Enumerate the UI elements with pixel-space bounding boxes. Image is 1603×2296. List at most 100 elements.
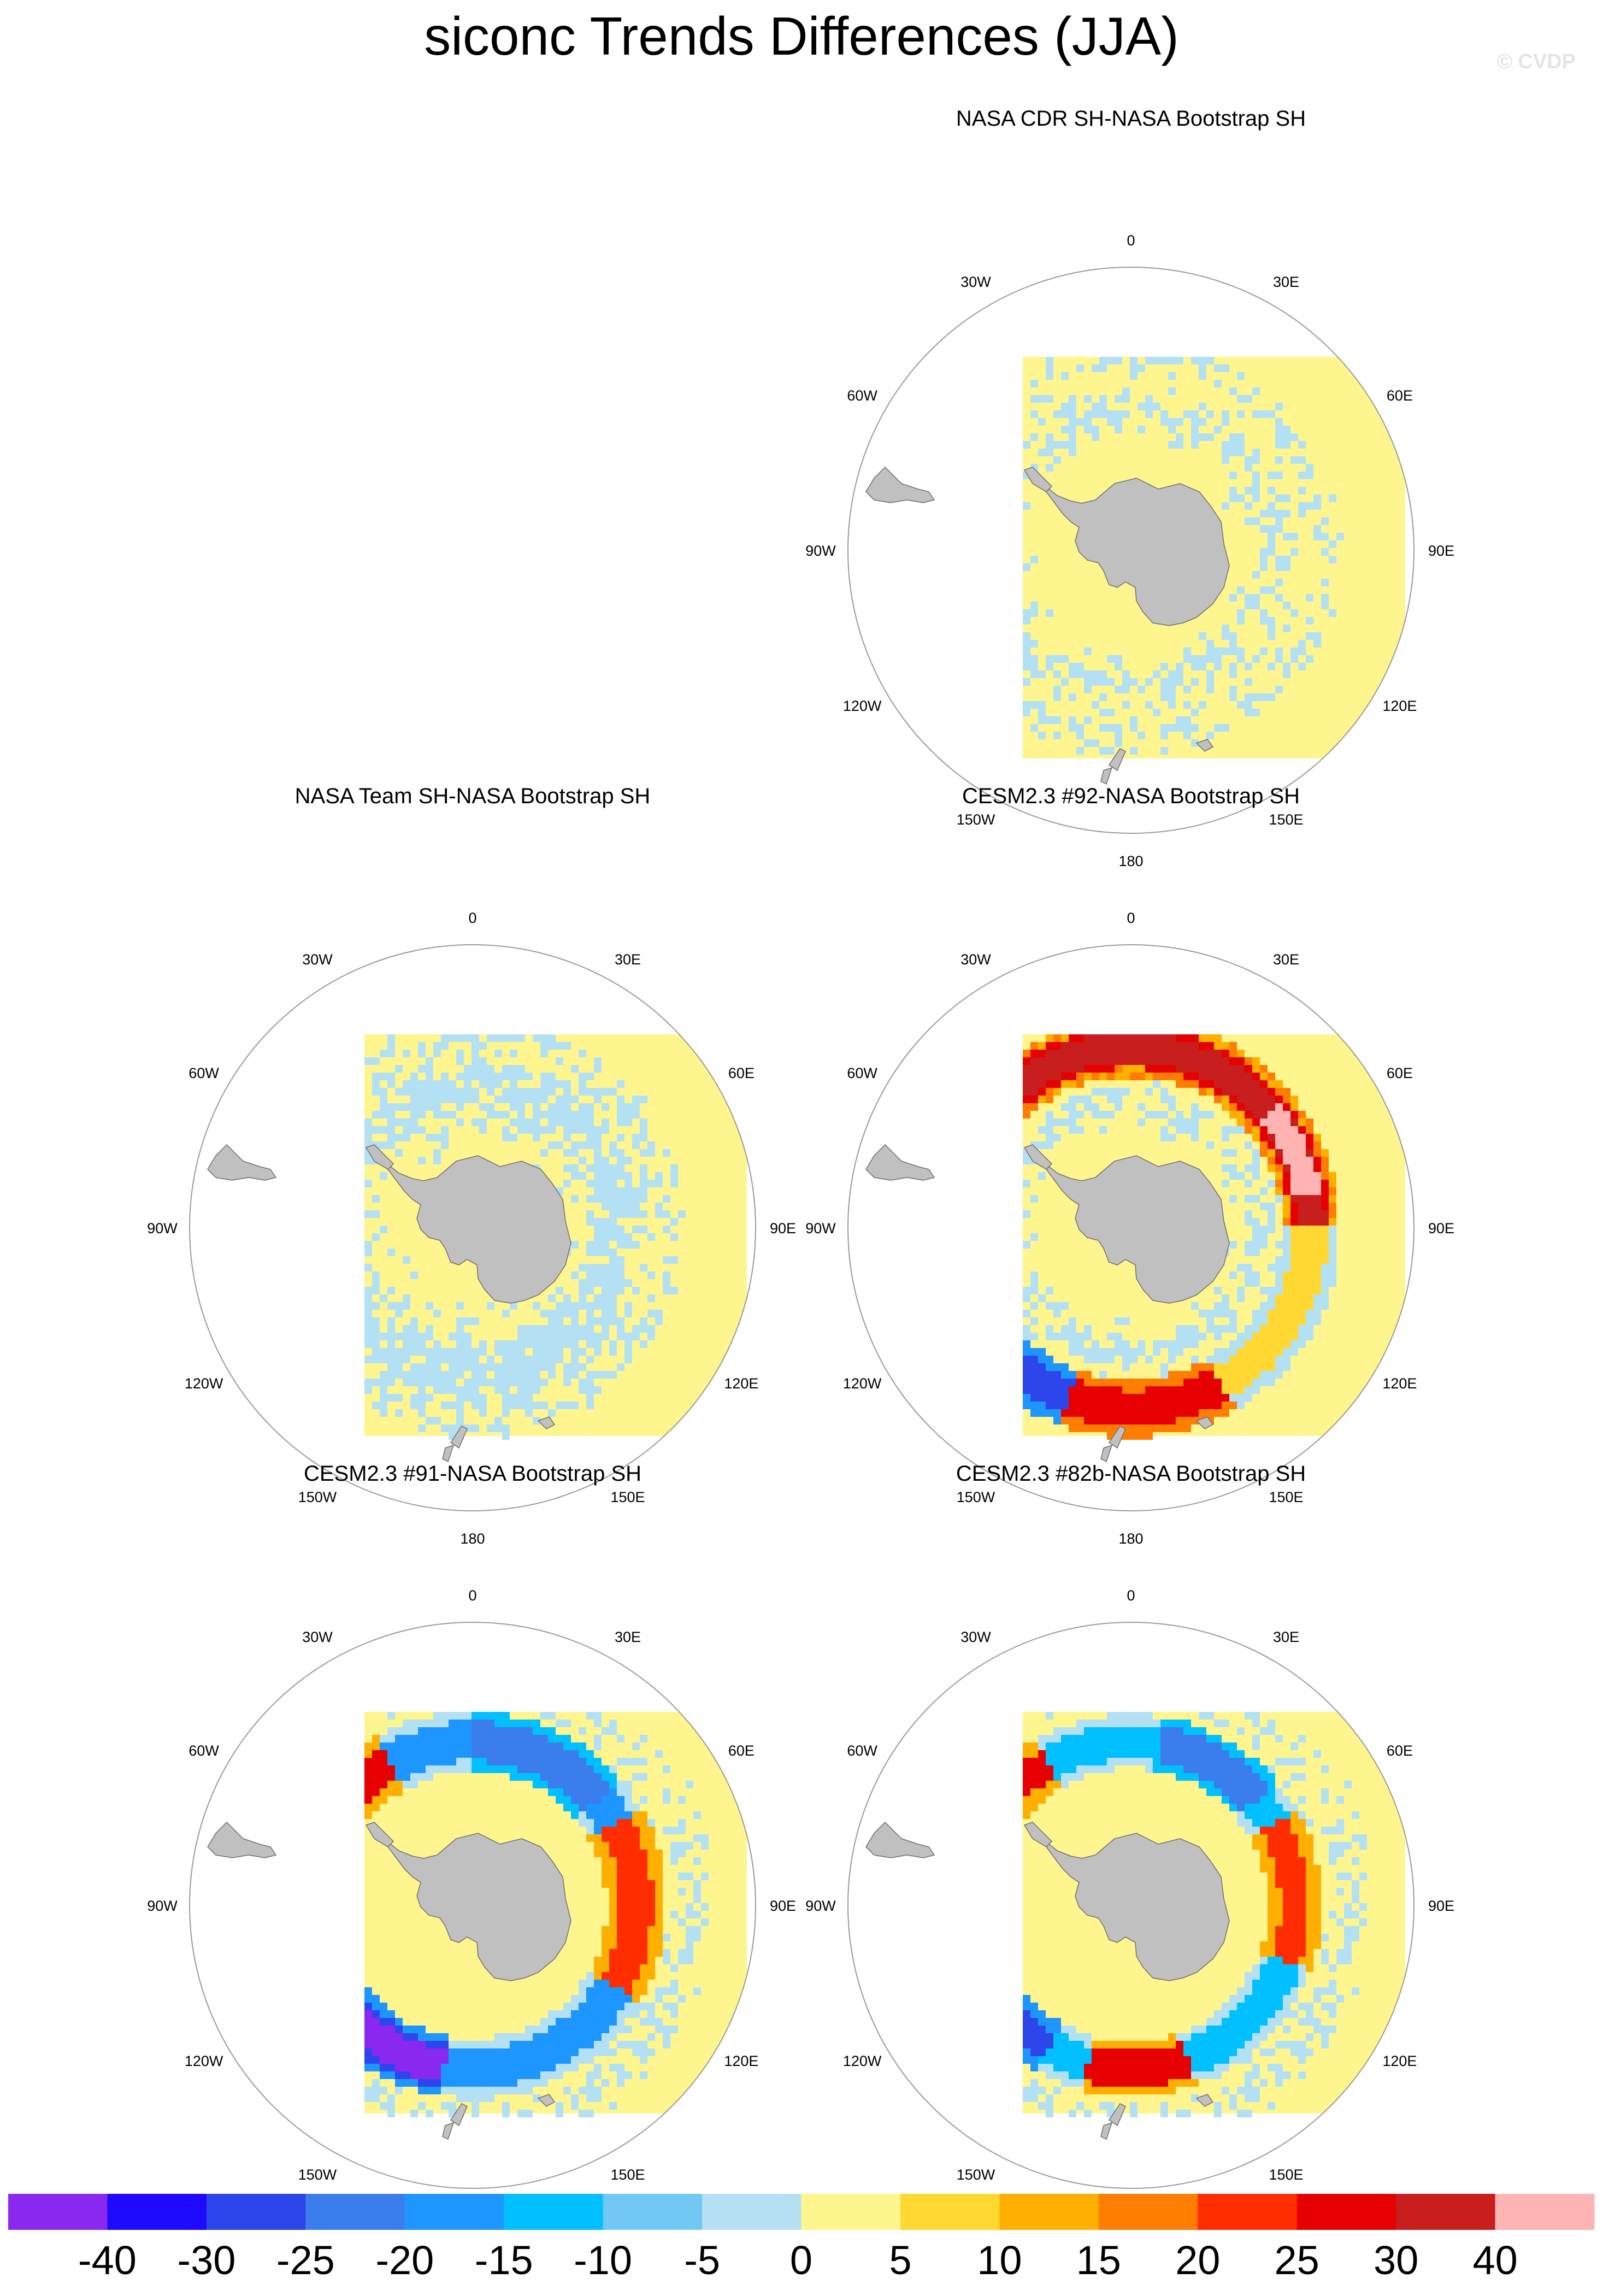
colorbar-label: -5: [684, 2238, 720, 2283]
graticule-label: 120E: [724, 2053, 758, 2069]
south-america-land: [207, 1821, 277, 1858]
tasmania-land: [537, 2094, 556, 2107]
graticule-label: 150W: [298, 1489, 337, 1505]
graticule-label: 60W: [847, 1742, 877, 1759]
colorbar-label: -25: [276, 2238, 335, 2283]
graticule-label: 30E: [615, 951, 641, 968]
colorbar-label: 10: [977, 2238, 1022, 2283]
graticule-label: 60W: [847, 1065, 877, 1081]
colorbar-label: 5: [889, 2238, 911, 2283]
antarctica-land: [387, 1155, 571, 1304]
graticule-label: 150W: [957, 1489, 995, 1505]
colorbar-swatch: [1396, 2194, 1496, 2230]
graticule-label: 60E: [728, 1065, 755, 1081]
colorbar-label: 25: [1275, 2238, 1319, 2283]
graticule-label: 30E: [615, 1629, 641, 1645]
south-america-land: [865, 1821, 935, 1858]
antarctica-land: [1046, 1155, 1230, 1304]
colorbar-swatch: [1495, 2194, 1595, 2230]
colorbar-swatch: [8, 2194, 108, 2230]
tasmania-land: [1195, 2094, 1214, 2107]
colorbar-label: -15: [475, 2238, 533, 2283]
graticule-label: 60E: [1387, 387, 1413, 404]
map-boundary: [189, 1622, 756, 2189]
graticule-label: 150E: [610, 1489, 645, 1505]
graticule-label: 0: [1127, 1587, 1135, 1604]
graticule-label: 120W: [185, 2053, 223, 2069]
graticule-label: 150W: [957, 811, 995, 828]
colorbar-swatch: [504, 2194, 604, 2230]
graticule-label: 90W: [805, 543, 836, 559]
peninsula-land: [1023, 467, 1053, 492]
graticule-label: 0: [468, 910, 476, 926]
colorbar-swatch: [404, 2194, 504, 2230]
new-zealand-land: [442, 2103, 468, 2140]
new-zealand-land: [1100, 1426, 1126, 1463]
graticule-label: 0: [468, 1587, 476, 1604]
graticule-label: 30E: [1273, 274, 1299, 290]
colorbar-swatch: [900, 2194, 1000, 2230]
graticule-label: 30W: [302, 951, 333, 968]
graticule-label: 120E: [724, 1375, 758, 1392]
map-panel-cesm91: CESM2.3 #91-NASA Bootstrap SH 0 30E 60E 90E…: [117, 1462, 828, 2224]
south-america-land: [865, 466, 935, 503]
new-zealand-land: [1100, 748, 1126, 785]
graticule-label: 90E: [1428, 1898, 1454, 1914]
peninsula-land: [1023, 1822, 1053, 1847]
graticule-label: 120E: [1382, 698, 1417, 714]
graticule-label: 180: [1118, 853, 1143, 869]
panel-title: CESM2.3 #92-NASA Bootstrap SH: [962, 784, 1300, 808]
graticule-label: 30W: [302, 1629, 333, 1645]
colorbar-label: 0: [790, 2238, 812, 2283]
antarctica-land: [1046, 1833, 1230, 1981]
colorbar-swatch: [1198, 2194, 1298, 2230]
graticule-label: 0: [1127, 232, 1135, 249]
graticule-label: 30W: [960, 1629, 991, 1645]
graticule-label: 150W: [957, 2167, 995, 2183]
colorbar-swatch: [305, 2194, 405, 2230]
colorbar-swatch: [801, 2194, 901, 2230]
graticule-label: 60W: [847, 387, 877, 404]
map-panel-cesm82b: CESM2.3 #82b-NASA Bootstrap SH 0 30E 60E 90…: [776, 1462, 1486, 2224]
graticule-label: 60W: [188, 1065, 219, 1081]
colorbar-swatch: [206, 2194, 306, 2230]
graticule-label: 30E: [1273, 1629, 1299, 1645]
map-panel-team: NASA Team SH-NASA Bootstrap SH 0 30E 60E 90…: [117, 784, 828, 1547]
antarctica-land: [387, 1833, 571, 1981]
colorbar-swatch: [702, 2194, 802, 2230]
colorbar-label: 15: [1076, 2238, 1121, 2283]
graticule-label: 180: [1118, 1530, 1143, 1547]
main-title: siconc Trends Differences (JJA): [424, 6, 1179, 66]
map-panel-cdr: NASA CDR SH-NASA Bootstrap SH 0 30E 60E 90E…: [776, 107, 1486, 869]
south-america-land: [865, 1144, 935, 1181]
graticule-label: 30W: [960, 274, 991, 290]
map-boundary: [847, 944, 1415, 1511]
graticule-label: 120E: [1382, 2053, 1417, 2069]
map-boundary: [847, 1622, 1415, 2189]
graticule-label: 60E: [1387, 1065, 1413, 1081]
south-america-land: [207, 1144, 277, 1181]
graticule-label: 30E: [1273, 951, 1299, 968]
panel-title: CESM2.3 #91-NASA Bootstrap SH: [303, 1462, 642, 1486]
colorbar-label: 30: [1374, 2238, 1418, 2283]
colorbar-label: -30: [177, 2238, 235, 2283]
colorbar-swatch: [107, 2194, 207, 2230]
colorbar-label: -20: [375, 2238, 434, 2283]
new-zealand-land: [442, 1426, 468, 1463]
graticule-label: 60E: [1387, 1742, 1413, 1759]
tasmania-land: [1195, 739, 1214, 752]
graticule-label: 150E: [1269, 2167, 1303, 2183]
colorbar-swatch: [1098, 2194, 1198, 2230]
ice-field: [364, 1034, 747, 1440]
graticule-label: 90E: [770, 1220, 796, 1237]
new-zealand-land: [1100, 2103, 1126, 2140]
panel-title: NASA Team SH-NASA Bootstrap SH: [294, 784, 651, 808]
graticule-label: 120W: [843, 2053, 882, 2069]
colorbar-label: 40: [1472, 2238, 1517, 2283]
colorbar-swatch: [1296, 2194, 1396, 2230]
graticule-label: 90E: [770, 1898, 796, 1914]
